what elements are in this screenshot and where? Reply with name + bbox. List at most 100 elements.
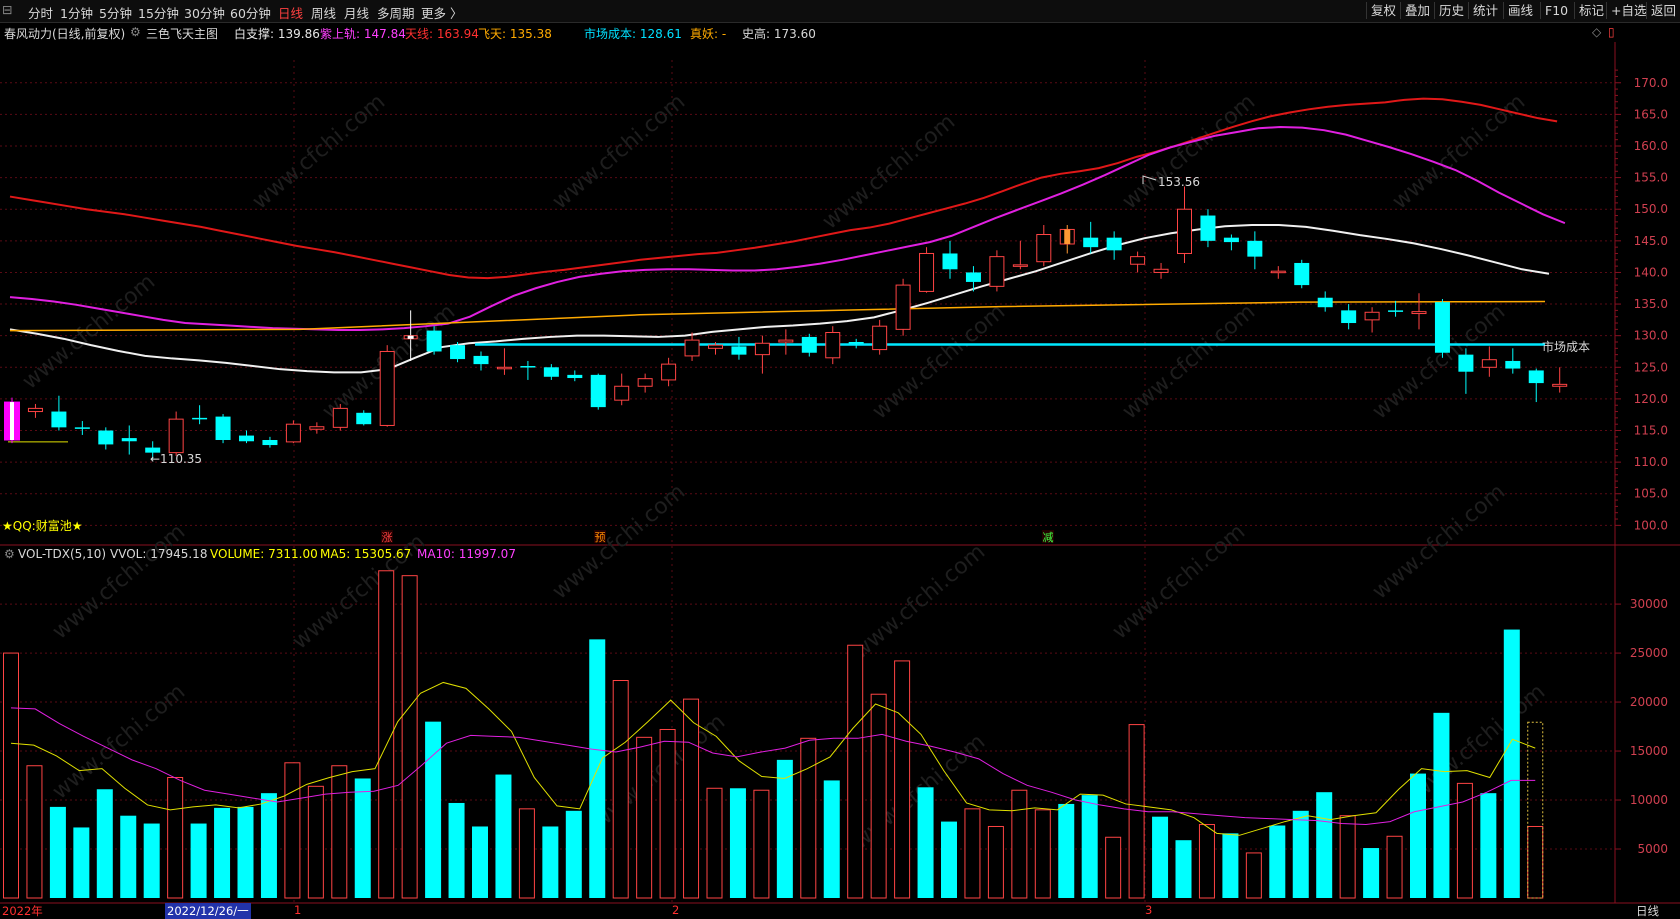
candle-body-down [121,438,137,442]
period-toolbar: ⊟ 分时 1分钟 5分钟 15分钟 30分钟 60分钟 日线 周线 月线 多周期 更多 〉 复权 叠加… [0,0,1680,23]
tab-0[interactable]: 分时 [28,6,54,21]
volume-bar-up [1245,852,1262,899]
candle-body-up [1364,311,1380,321]
volume-bar-up [683,698,700,899]
vvol-value: VVOL: 17945.18 [110,547,208,561]
price-tick-label: 105.0 [1634,487,1668,501]
watermark-text: www.cfchi.com [1408,679,1550,804]
candle-body-down [98,430,114,445]
volume-bar-down [472,826,488,898]
candle-body-down [450,345,466,360]
tab-1[interactable]: 1分钟 [60,6,93,21]
toolbar-button-6[interactable]: 标记 [1574,2,1608,19]
volume-bar-down [354,778,371,898]
price-tick-label: 130.0 [1634,329,1668,343]
tab-4[interactable]: 30分钟 [184,6,225,21]
toolbar-button-1[interactable]: 叠加 [1400,2,1434,19]
feitian-value: 飞天: 135.38 [478,27,552,41]
volume-bars [3,570,1544,899]
tab-7[interactable]: 周线 [311,6,337,21]
date-label-3: 2 [672,903,680,917]
period-label[interactable]: 日线 [1636,904,1659,918]
toolbar-button-3[interactable]: 统计 [1468,2,1502,19]
price-tick-label: 140.0 [1634,265,1668,279]
price-tick-label: 120.0 [1634,392,1668,406]
candle-body-inner [1064,229,1071,244]
candle-body-down [1505,360,1521,369]
price-tick-label: 170.0 [1634,76,1668,90]
candle-body-down [239,435,254,442]
zhen-yao-value: 真妖: - [690,27,727,41]
window-icon[interactable]: ▯ [1608,25,1615,39]
white-support-line [9,224,1550,374]
candle-body-down [801,336,817,353]
candle-body-up [1153,268,1169,273]
volume-bar-down [917,787,934,898]
volume-tick-label: 5000 [1637,842,1668,856]
volume-bar-down [776,759,793,898]
date-label-0: 2022年 [2,904,43,918]
toolbar-button-2[interactable]: 历史 [1434,2,1468,19]
volume-bar-down [495,774,512,898]
volume-bar-up [378,570,395,899]
candle-body-up [754,342,770,356]
candle-body-up [989,256,1005,287]
tab-9[interactable]: 多周期 [377,6,415,21]
settings-icon[interactable]: ⚙ [4,547,15,561]
high-marker-arrow [1142,175,1157,184]
volume-bar-up [1105,836,1122,899]
candle-body-down [51,411,67,428]
signal-marker-bg [1042,530,1054,543]
candle-body-down [1388,310,1404,312]
volume-bar-down [49,806,66,898]
volume-indicator-name[interactable]: VOL-TDX(5,10) [18,547,107,561]
volume-bar-down [1081,795,1098,898]
candle-body-down [215,416,231,440]
tab-5[interactable]: 60分钟 [230,6,271,21]
watermark-text: www.cfchi.com [868,299,1010,424]
volume-bar-down [941,821,957,898]
candle-body-up [168,418,184,454]
candle-body-down [473,355,489,365]
toolbar-button-4[interactable]: 画线 [1503,2,1537,19]
signal-marker-0: 涨 [382,531,393,544]
candle-body-up [637,378,653,387]
candle-body-up [496,366,512,370]
sky-line [9,97,1558,280]
tab-8[interactable]: 月线 [344,6,370,21]
volume-bar-up [167,776,184,899]
volume-ma-lines [10,681,1536,836]
indicator-name[interactable]: 三色飞天主图 [146,27,219,41]
toolbar-button-8[interactable]: 返回 [1646,2,1680,19]
tab-2[interactable]: 5分钟 [99,6,132,21]
candle-body-up [27,407,43,413]
candle-body-down [356,412,372,425]
ma5-value: MA5: 15305.67 [320,547,412,561]
volume-bar-down [1480,793,1497,898]
volume-bar-down [190,823,207,898]
grid-lines [0,42,1680,904]
volume-tick-label: 15000 [1630,744,1668,758]
collapse-icon[interactable]: ⊟ [2,2,13,17]
date-label-2: 1 [294,903,302,917]
tab-3[interactable]: 15分钟 [138,6,179,21]
candle-body-down [1294,262,1310,286]
tab-6[interactable]: 日线 [278,6,304,21]
watermark-text: www.cfchi.com [1108,519,1250,644]
tab-10[interactable]: 更多 〉 [421,6,463,21]
toolbar-button-5[interactable]: F10 [1540,2,1572,19]
candle-body-down [1223,237,1239,243]
candle-body-up [309,426,325,430]
candle-body-down [1200,215,1216,241]
toolbar-button-7[interactable]: +自选 [1606,2,1650,19]
diamond-icon[interactable]: ◇ [1592,25,1602,39]
signal-marker-2: 减 [1043,531,1054,544]
toolbar-button-0[interactable]: 复权 [1366,2,1400,19]
annotations: 153.56 ←110.35 市场成本 ★QQ:财富池★ 涨 预 减 [2,175,1590,544]
ma5-line [10,681,1536,836]
settings-icon[interactable]: ⚙ [130,25,141,39]
volume-bar-up [894,660,911,899]
high-marker-label: 153.56 [1158,175,1200,189]
volume-bar-down [143,823,160,898]
